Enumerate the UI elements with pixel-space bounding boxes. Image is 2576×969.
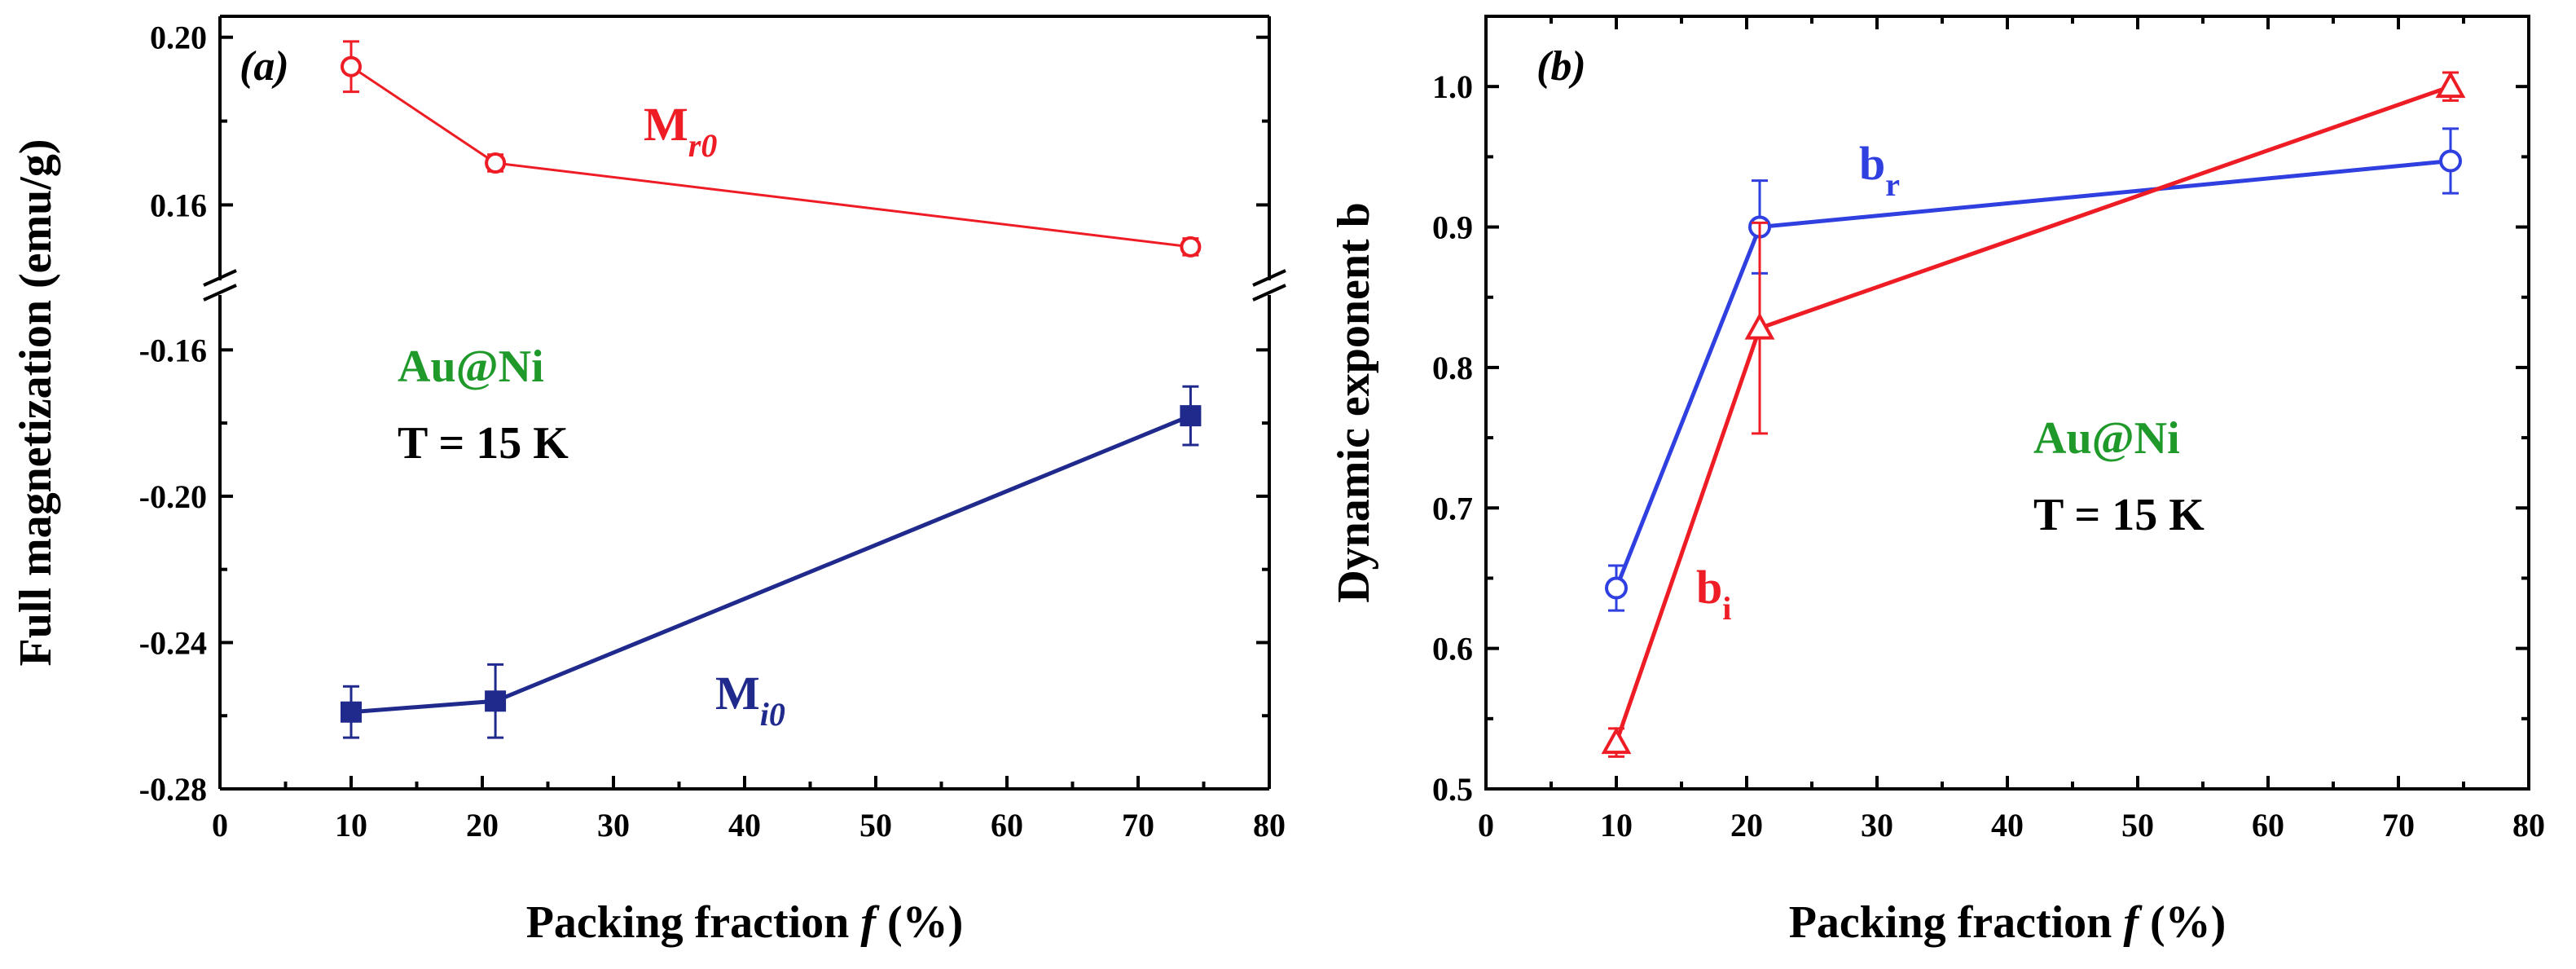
y-tick-label: 0.8 [1432,350,1473,386]
y-tick-label: 0.7 [1432,490,1473,526]
data-point [341,701,362,723]
data-point [1605,576,1628,600]
series-label-mr0: Mr0 [644,98,717,164]
panel-a-x-axis-title: Packing fraction f (%) [526,897,964,948]
data-point [485,690,507,712]
x-tick-label: 30 [597,807,630,843]
data-point [1601,727,1632,755]
temperature-annotation: T = 15 K [398,418,569,469]
axis-break-mark [203,284,237,302]
data-point [341,55,362,77]
y-tick-label: 0.9 [1432,209,1473,246]
axis-break-mark [203,269,237,287]
x-tick-label: 40 [1991,807,2024,843]
y-tick-label: -0.16 [139,332,207,368]
data-point [2435,71,2466,99]
y-tick-label: 0.20 [150,20,207,56]
data-point [1180,236,1202,258]
panel-a-y-axis-title: Full magnetization (emu/g) [11,139,61,666]
x-tick-label: 70 [1122,807,1154,843]
sample-annotation: Au@Ni [2033,413,2180,464]
x-tick-label: 0 [1478,807,1494,843]
series-label-mi0: Mi0 [715,667,785,733]
x-tick-label: 80 [2512,807,2545,843]
y-tick-label: 0.16 [150,187,207,223]
x-tick-label: 20 [1730,807,1763,843]
series-label-br: br [1859,137,1900,203]
x-tick-label: 50 [859,807,892,843]
data-point [1180,405,1202,427]
sample-annotation: Au@Ni [398,341,544,392]
x-tick-label: 10 [335,807,367,843]
panel-b-label: (b) [1536,43,1586,90]
y-tick-label: -0.28 [139,771,207,808]
x-tick-label: 10 [1600,807,1633,843]
data-point [2439,149,2462,173]
axis-break-mark [1252,269,1286,287]
x-tick-label: 0 [212,807,228,843]
x-tick-label: 30 [1861,807,1893,843]
y-tick-label: 0.5 [1432,771,1473,808]
y-tick-label: 0.6 [1432,631,1473,667]
x-tick-label: 50 [2121,807,2154,843]
temperature-annotation: T = 15 K [2033,490,2205,540]
y-tick-label: -0.20 [139,478,207,515]
x-tick-label: 60 [2252,807,2284,843]
axis-break-mark [1252,284,1286,302]
panel-b: 0 10 20 30 40 50 60 70 80 0.5 0.6 0.7 0.8 0.9 1.0 (b)… [1329,15,2545,948]
panel-b-y-axis-title: Dynamic exponent b [1329,202,1379,603]
data-point [1744,312,1775,340]
panel-a: 0 10 20 30 40 50 60 70 80 0.20 0.16 -0.16 -0.20 -0.2… [11,15,1286,948]
x-tick-label: 70 [2382,807,2415,843]
series-line-Mr0 [350,65,1191,249]
y-tick-label: 1.0 [1432,68,1473,105]
data-point [485,152,507,174]
series-label-bi: bi [1696,561,1731,627]
x-tick-label: 40 [728,807,761,843]
y-tick-label: -0.24 [139,624,207,661]
panel-b-x-axis-title: Packing fraction f (%) [1789,897,2227,948]
x-tick-label: 80 [1253,807,1286,843]
panel-a-label: (a) [240,43,289,90]
x-tick-label: 20 [466,807,499,843]
x-tick-label: 60 [991,807,1023,843]
